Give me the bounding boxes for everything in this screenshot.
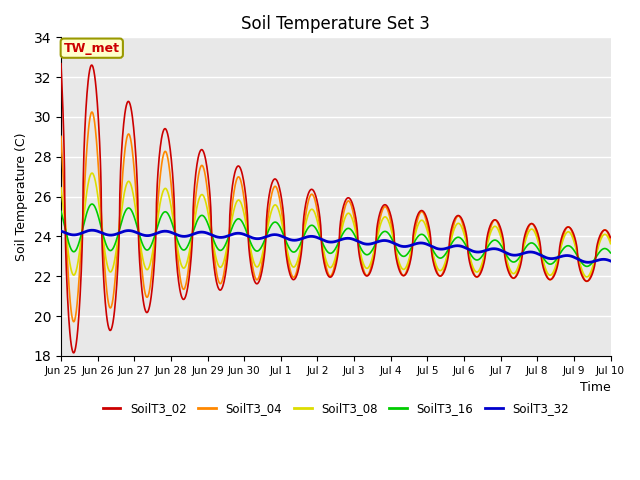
- Line: SoilT3_08: SoilT3_08: [61, 173, 611, 277]
- SoilT3_02: [241, 188, 249, 193]
- SoilT3_02: [166, 147, 174, 153]
- SoilT3_16: [583, 264, 591, 269]
- SoilT3_02: [70, 350, 77, 356]
- SoilT3_08: [180, 265, 188, 271]
- SoilT3_02: [57, 61, 65, 67]
- SoilT3_08: [241, 216, 249, 222]
- SoilT3_08: [57, 185, 65, 191]
- SoilT3_32: [241, 232, 249, 238]
- SoilT3_04: [57, 133, 65, 139]
- SoilT3_32: [607, 258, 614, 264]
- SoilT3_04: [70, 319, 77, 324]
- Line: SoilT3_04: SoilT3_04: [61, 112, 611, 322]
- SoilT3_08: [583, 274, 591, 280]
- SoilT3_16: [88, 201, 96, 207]
- SoilT3_02: [541, 272, 549, 277]
- SoilT3_04: [242, 206, 250, 212]
- SoilT3_04: [607, 238, 614, 244]
- SoilT3_16: [241, 225, 249, 231]
- SoilT3_04: [88, 109, 96, 115]
- Line: SoilT3_16: SoilT3_16: [61, 204, 611, 266]
- Legend: SoilT3_02, SoilT3_04, SoilT3_08, SoilT3_16, SoilT3_32: SoilT3_02, SoilT3_04, SoilT3_08, SoilT3_…: [98, 398, 573, 420]
- Y-axis label: Soil Temperature (C): Soil Temperature (C): [15, 132, 28, 261]
- SoilT3_08: [88, 170, 96, 176]
- SoilT3_16: [180, 247, 188, 253]
- SoilT3_04: [493, 220, 501, 226]
- SoilT3_32: [166, 229, 174, 235]
- SoilT3_16: [607, 250, 614, 256]
- SoilT3_08: [493, 225, 501, 231]
- SoilT3_16: [166, 216, 174, 221]
- SoilT3_32: [493, 246, 501, 252]
- SoilT3_16: [493, 238, 501, 244]
- SoilT3_02: [607, 235, 614, 240]
- SoilT3_08: [541, 266, 549, 272]
- SoilT3_08: [166, 199, 174, 205]
- SoilT3_32: [57, 228, 65, 234]
- SoilT3_32: [541, 254, 549, 260]
- X-axis label: Time: Time: [580, 381, 611, 394]
- SoilT3_02: [180, 297, 188, 302]
- SoilT3_16: [57, 208, 65, 214]
- SoilT3_08: [607, 241, 614, 247]
- SoilT3_32: [422, 241, 429, 247]
- Line: SoilT3_02: SoilT3_02: [61, 64, 611, 353]
- SoilT3_08: [422, 222, 429, 228]
- SoilT3_02: [422, 212, 429, 217]
- Title: Soil Temperature Set 3: Soil Temperature Set 3: [241, 15, 430, 33]
- SoilT3_16: [422, 234, 429, 240]
- Text: TW_met: TW_met: [64, 42, 120, 55]
- SoilT3_02: [493, 218, 501, 224]
- SoilT3_04: [167, 176, 175, 182]
- SoilT3_32: [180, 233, 188, 239]
- SoilT3_04: [180, 287, 188, 292]
- SoilT3_16: [541, 258, 549, 264]
- SoilT3_32: [88, 228, 96, 233]
- SoilT3_04: [542, 270, 550, 276]
- Line: SoilT3_32: SoilT3_32: [61, 230, 611, 262]
- SoilT3_32: [584, 259, 592, 265]
- SoilT3_04: [422, 216, 429, 222]
